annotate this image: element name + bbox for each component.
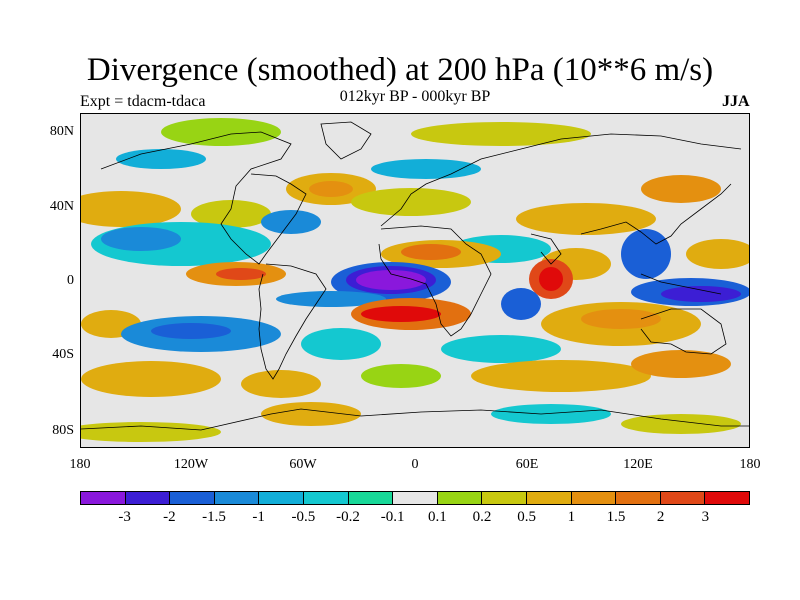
contour-patch — [411, 122, 591, 146]
lon-label: 60W — [289, 457, 317, 472]
contour-patch — [661, 286, 741, 302]
contour-patch — [81, 191, 181, 227]
lat-label: 40N — [49, 199, 74, 214]
colorbar-label: -2 — [163, 509, 176, 525]
lat-label: 80S — [52, 423, 74, 438]
coastline-south-america — [258, 263, 327, 380]
colorbar-label: 0.1 — [427, 509, 447, 525]
contour-patch — [441, 335, 561, 363]
lon-label: 120W — [173, 457, 209, 472]
contour-patch — [151, 323, 231, 339]
contour-patch — [621, 229, 671, 279]
colorbar-label: -3 — [118, 509, 131, 525]
contour-patch — [356, 270, 426, 290]
colorbar-box — [214, 492, 260, 504]
colorbar-label: -0.5 — [291, 509, 316, 525]
contour-patch — [361, 306, 441, 322]
coastline-india — [530, 233, 562, 265]
contour-patch — [641, 175, 721, 203]
colorbar — [80, 491, 750, 505]
colorbar-box — [526, 492, 572, 504]
colorbar-box — [259, 492, 304, 504]
colorbar-box — [303, 492, 349, 504]
colorbar-box — [348, 492, 394, 504]
contour-patch — [276, 291, 386, 307]
colorbar-label: 1 — [567, 509, 576, 525]
contour-patch — [161, 118, 281, 146]
coastline-africa — [378, 225, 492, 337]
coastline-antarctica — [81, 408, 749, 431]
contour-patch — [401, 244, 461, 260]
lat-label: 0 — [67, 273, 74, 288]
contour-patch — [116, 149, 206, 169]
colorbar-box — [170, 492, 215, 504]
map-canvas — [81, 114, 749, 447]
lat-label: 80N — [49, 124, 74, 139]
contour-patch — [301, 328, 381, 360]
contour-patch — [631, 350, 731, 378]
contour-patch — [581, 309, 661, 329]
season-label: JJA — [722, 93, 750, 110]
colorbar-label: -1 — [252, 509, 265, 525]
colorbar-box — [705, 492, 749, 504]
colorbar-box — [482, 492, 527, 504]
contour-patch — [216, 268, 266, 280]
colorbar-label: 3 — [701, 509, 710, 525]
contour-patch — [371, 159, 481, 179]
lon-label: 180 — [69, 457, 91, 472]
divergence-map — [80, 113, 750, 448]
colorbar-box — [81, 492, 126, 504]
experiment-label: Expt = tdacm-tdaca — [80, 93, 206, 110]
colorbar-label: -0.2 — [336, 509, 360, 525]
contour-patch — [516, 203, 656, 235]
coastline-maritime-continent — [640, 273, 722, 295]
chart-title: Divergence (smoothed) at 200 hPa (10**6 … — [86, 52, 714, 88]
contour-patch — [686, 239, 749, 269]
contour-patch — [191, 200, 271, 228]
colorbar-label: 1.5 — [606, 509, 626, 525]
lon-label: 180 — [739, 457, 761, 472]
contour-patch — [241, 370, 321, 398]
colorbar-box — [393, 492, 438, 504]
colorbar-label: -1.5 — [202, 509, 226, 525]
colorbar-label: -0.1 — [380, 509, 405, 525]
colorbar-box — [437, 492, 483, 504]
contour-patch — [501, 288, 541, 320]
contour-patch — [471, 360, 651, 392]
contour-patch — [261, 402, 361, 426]
chart-subtitle: 012kyr BP - 000kyr BP — [339, 88, 491, 105]
coastlines — [81, 121, 749, 431]
contour-patch — [361, 364, 441, 388]
contour-patch — [261, 210, 321, 234]
lon-label: 120E — [623, 457, 653, 472]
coastline-australia — [640, 308, 727, 355]
coastline-eurasia — [380, 133, 742, 245]
colorbar-label: 0.5 — [517, 509, 537, 525]
lon-label: 60E — [515, 457, 539, 472]
colorbar-box — [616, 492, 661, 504]
contour-patch — [309, 181, 353, 197]
colorbar-box — [660, 492, 706, 504]
contour-patch — [621, 414, 741, 434]
colorbar-label: 2 — [656, 509, 665, 525]
contour-patch — [491, 404, 611, 424]
coastline-north-america — [100, 131, 307, 265]
contour-patch — [81, 361, 221, 397]
contour-patch — [101, 227, 181, 251]
lat-label: 40S — [52, 347, 74, 362]
coastline-greenland — [320, 121, 372, 160]
colorbar-box — [125, 492, 171, 504]
contour-patch — [539, 267, 563, 291]
contour-patch — [351, 188, 471, 216]
colorbar-box — [571, 492, 617, 504]
colorbar-label: 0.2 — [472, 509, 492, 525]
lon-label: 0 — [411, 457, 419, 472]
